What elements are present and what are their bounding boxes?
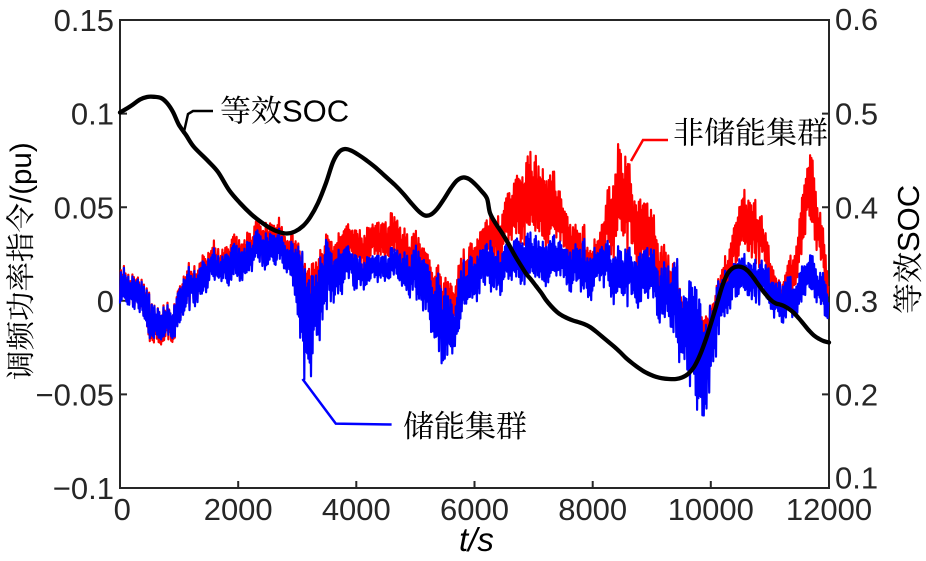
svg-text:0.3: 0.3 xyxy=(835,284,878,319)
svg-text:SOC: SOC xyxy=(282,94,349,129)
svg-text:12000: 12000 xyxy=(786,492,872,527)
svg-text:6000: 6000 xyxy=(440,492,509,527)
svg-text:/(pu): /(pu) xyxy=(5,142,38,203)
svg-text:0.5: 0.5 xyxy=(835,97,878,132)
svg-text:0.2: 0.2 xyxy=(835,378,878,413)
svg-text:0.05: 0.05 xyxy=(54,190,114,225)
svg-text:8000: 8000 xyxy=(558,492,627,527)
svg-text:−0.1: −0.1 xyxy=(53,471,114,506)
svg-text:0.1: 0.1 xyxy=(835,460,878,495)
svg-text:10000: 10000 xyxy=(668,492,754,527)
svg-text:0.15: 0.15 xyxy=(54,3,114,38)
svg-text:0: 0 xyxy=(114,492,131,527)
svg-text:0: 0 xyxy=(97,284,114,319)
svg-text:2000: 2000 xyxy=(204,492,273,527)
svg-text:t/s: t/s xyxy=(459,521,494,558)
svg-text:−0.05: −0.05 xyxy=(36,378,114,413)
svg-text:0.6: 0.6 xyxy=(835,2,878,37)
svg-text:4000: 4000 xyxy=(322,492,391,527)
svg-text:0.1: 0.1 xyxy=(71,97,114,132)
svg-text:SOC: SOC xyxy=(891,185,926,252)
svg-text:0.4: 0.4 xyxy=(835,190,878,225)
